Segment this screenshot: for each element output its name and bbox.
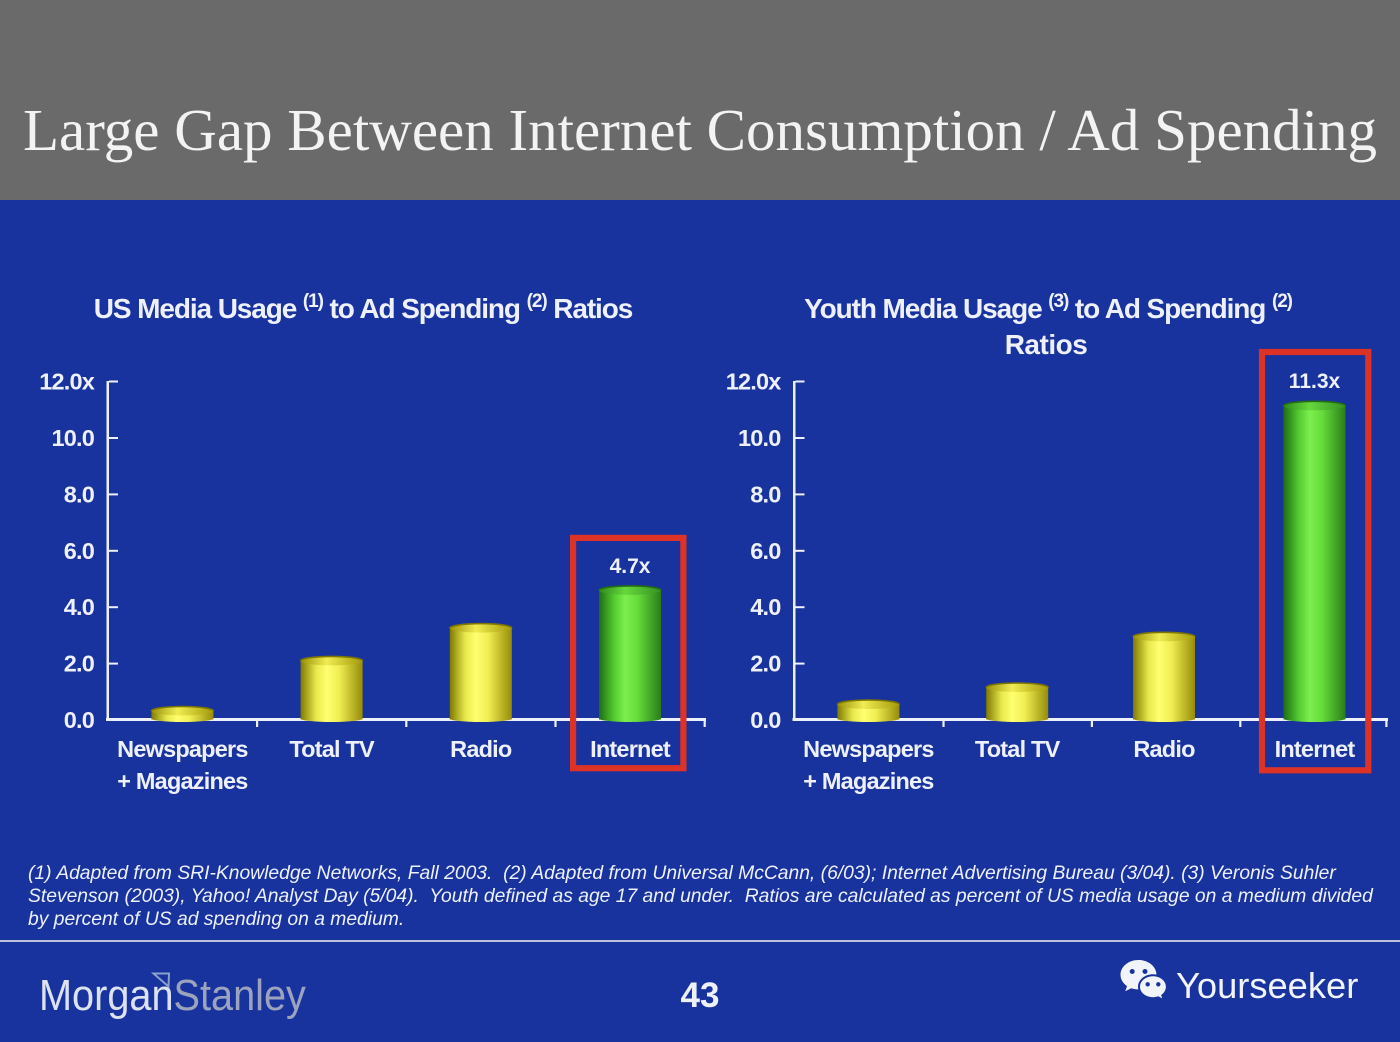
svg-text:Ratios: Ratios (1005, 329, 1088, 360)
svg-text:12.0x: 12.0x (726, 369, 782, 395)
svg-text:0.0: 0.0 (750, 707, 781, 733)
svg-text:Total TV: Total TV (289, 736, 375, 762)
svg-text:8.0: 8.0 (64, 481, 95, 507)
svg-text:10.0: 10.0 (51, 425, 94, 451)
svg-text:4.0: 4.0 (750, 594, 781, 620)
svg-text:Radio: Radio (450, 736, 512, 762)
svg-text:US Media Usage (1) to Ad Spend: US Media Usage (1) to Ad Spending (2) Ra… (94, 291, 633, 324)
svg-text:+ Magazines: + Magazines (803, 768, 934, 794)
svg-text:2.0: 2.0 (64, 651, 95, 677)
svg-text:Total TV: Total TV (975, 736, 1061, 762)
svg-text:11.3x: 11.3x (1289, 370, 1341, 393)
svg-text:Newspapers: Newspapers (803, 736, 934, 762)
svg-text:12.0x: 12.0x (39, 369, 95, 395)
svg-text:+ Magazines: + Magazines (117, 768, 248, 794)
svg-text:10.0: 10.0 (738, 425, 781, 451)
svg-text:6.0: 6.0 (750, 538, 781, 564)
svg-text:2.0: 2.0 (750, 651, 781, 677)
svg-text:Newspapers: Newspapers (117, 736, 248, 762)
svg-text:Youth Media Usage (3) to Ad Sp: Youth Media Usage (3) to Ad Spending (2) (804, 291, 1293, 324)
svg-text:4.0: 4.0 (64, 594, 95, 620)
svg-text:Radio: Radio (1133, 736, 1195, 762)
svg-text:Internet: Internet (590, 736, 671, 762)
svg-text:Internet: Internet (1275, 736, 1356, 762)
svg-text:4.7x: 4.7x (610, 555, 651, 578)
svg-text:6.0: 6.0 (64, 538, 95, 564)
svg-text:0.0: 0.0 (64, 707, 95, 733)
svg-text:8.0: 8.0 (750, 481, 781, 507)
